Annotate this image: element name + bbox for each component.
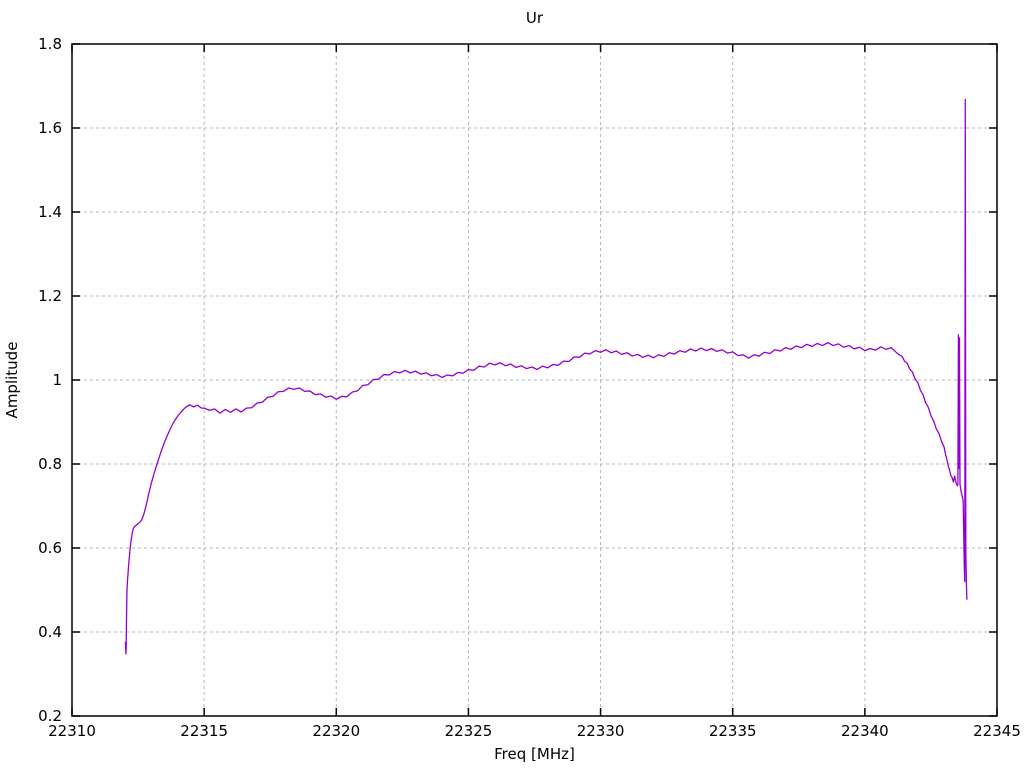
y-tick-label: 1.8 bbox=[38, 35, 62, 53]
plot-border bbox=[71, 43, 998, 717]
y-tick-label: 0.8 bbox=[38, 455, 62, 473]
series-line bbox=[124, 98, 968, 655]
y-tick-label: 1.6 bbox=[38, 119, 62, 137]
y-tick-label: 1.2 bbox=[38, 287, 62, 305]
y-tick-label: 1 bbox=[52, 371, 62, 389]
x-tick-label: 22330 bbox=[576, 722, 625, 740]
y-tick-label: 0.4 bbox=[38, 623, 62, 641]
x-axis-label: Freq [MHz] bbox=[494, 745, 575, 763]
x-tick-label: 22310 bbox=[48, 722, 96, 740]
y-tick-label: 0.2 bbox=[38, 707, 62, 725]
x-tick-label: 22345 bbox=[973, 722, 1021, 740]
x-tick-label: 22325 bbox=[444, 722, 493, 740]
x-tick-label: 22335 bbox=[708, 722, 757, 740]
x-tick-label: 22320 bbox=[312, 722, 361, 740]
x-tick-label: 22340 bbox=[840, 722, 889, 740]
x-tick-label: 22315 bbox=[180, 722, 228, 740]
chart-title: Ur bbox=[525, 9, 544, 27]
y-tick-label: 1.4 bbox=[38, 203, 62, 221]
y-tick-label: 0.6 bbox=[38, 539, 62, 557]
